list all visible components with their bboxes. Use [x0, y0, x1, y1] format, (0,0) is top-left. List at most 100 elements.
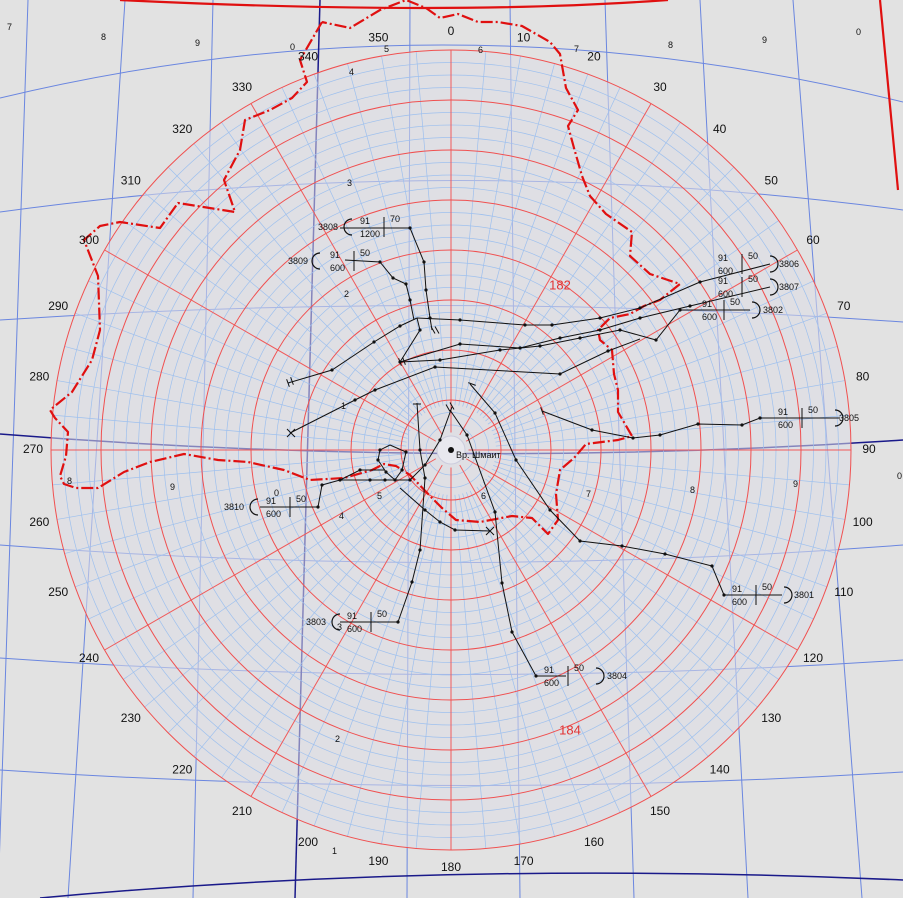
bearing-line-minor [485, 192, 758, 422]
beacon-3802[interactable]: 3802 91 50 600 [702, 297, 783, 322]
grid-label: 8 [101, 32, 106, 42]
grid-label: 1 [332, 846, 337, 856]
route-waypoint [696, 422, 700, 426]
bearing-line-minor [495, 453, 850, 486]
grid-label: 7 [586, 489, 591, 499]
beacon-3803[interactable]: 3803 91 50 600 [306, 609, 387, 634]
bearing-label-110: 110 [834, 585, 853, 599]
beacon-3805[interactable]: 3805 91 50 600 [778, 405, 859, 430]
beacon-altitude: 600 [266, 509, 281, 519]
grid-line-vertical [0, 0, 29, 854]
route-waypoint [423, 476, 427, 480]
bearing-line-minor [482, 166, 735, 419]
bearing-label-30: 30 [653, 80, 667, 94]
route-line [416, 263, 771, 326]
beacon-id: 3804 [607, 671, 627, 681]
bearing-label-80: 80 [856, 370, 870, 384]
bearing-line-minor [491, 468, 814, 620]
bearing-label-220: 220 [172, 762, 192, 776]
range-ring-major [100, 99, 802, 801]
bearing-label-210: 210 [232, 804, 252, 818]
bearing-line-minor [64, 461, 408, 554]
bearing-label-260: 260 [29, 515, 49, 529]
route-line [398, 286, 771, 363]
bearing-label-320: 320 [172, 122, 192, 136]
route-waypoint [590, 428, 594, 432]
beacon-level: 91 [718, 276, 728, 286]
range-ring-major [200, 199, 702, 701]
bearing-label-70: 70 [837, 299, 851, 313]
bearing-line-minor [491, 280, 814, 432]
route-waypoint [404, 450, 408, 454]
grid-label: 0 [856, 27, 861, 37]
bearing-line-major [104, 249, 437, 442]
beacon-id: 3802 [763, 305, 783, 315]
route-waypoint [330, 368, 334, 372]
beacon-level: 91 [266, 496, 276, 506]
bearing-label-190: 190 [368, 854, 388, 868]
route-waypoint [538, 344, 542, 348]
bearing-label-270: 270 [23, 442, 43, 456]
tick-marker [449, 402, 455, 410]
bearing-label-280: 280 [29, 370, 49, 384]
beacon-3808[interactable]: 3808 91 70 1200 [318, 214, 400, 239]
beacon-3804[interactable]: 3804 91 50 600 [544, 663, 627, 688]
beacon-3810[interactable]: 3810 91 50 600 [224, 494, 306, 519]
bearing-line-minor [458, 56, 521, 406]
route-waypoint [422, 260, 426, 264]
bearing-label-230: 230 [121, 711, 141, 725]
route-line [344, 259, 415, 321]
bearing-label-340: 340 [298, 49, 318, 63]
route-waypoint [740, 423, 744, 427]
beacon-3801[interactable]: 3801 91 50 600 [732, 582, 814, 607]
beacon-id: 3803 [306, 617, 326, 627]
route-waypoint [493, 411, 497, 415]
bearing-line-minor [381, 56, 444, 406]
grid-label: 6 [481, 491, 486, 501]
beacon-level: 91 [347, 611, 357, 621]
route-waypoint [534, 674, 538, 678]
beacon-3809[interactable]: 3809 91 50 600 [288, 248, 370, 273]
route-waypoint [500, 581, 504, 585]
route-line [469, 383, 782, 596]
range-marker: 182 [549, 277, 571, 292]
bearing-line-minor [476, 122, 681, 414]
bearing-line-minor [462, 63, 555, 407]
bearing-line-minor [493, 312, 827, 435]
bearing-line-minor [281, 87, 433, 410]
beacon-3806[interactable]: 3806 91 50 600 [718, 251, 799, 276]
boundary-right [878, 0, 900, 191]
bearing-line-minor [415, 494, 448, 849]
radar-center-label: Вр. Шмаит [456, 450, 501, 460]
grid-label: 9 [195, 38, 200, 48]
beacon-level: 91 [360, 216, 370, 226]
grid-parallel-dark [39, 872, 903, 898]
boundary-top [119, 0, 669, 10]
bearing-line-minor [493, 465, 827, 588]
range-ring-major [250, 249, 652, 651]
beacon-3807[interactable]: 3807 91 50 600 [718, 274, 799, 299]
route-waypoint [598, 316, 602, 320]
map-labels: 0 102030405060708090100110120130140150160… [7, 22, 902, 874]
beacon-level: 91 [778, 407, 788, 417]
bearing-line-minor [462, 493, 555, 837]
beacon-speed: 50 [748, 274, 758, 284]
route-waypoint [758, 416, 762, 420]
bearing-line-minor [381, 494, 444, 844]
route-waypoint [493, 510, 497, 514]
bearing-line-minor [487, 475, 779, 680]
grid-label: 8 [67, 476, 72, 486]
route-waypoint [558, 372, 562, 376]
bearing-line-minor [75, 312, 409, 435]
bearing-label-250: 250 [48, 585, 68, 599]
bearing-line-minor [52, 414, 407, 447]
route-waypoint [393, 478, 397, 482]
route-waypoint [618, 328, 622, 332]
route-waypoint [638, 306, 642, 310]
bearing-line-minor [487, 220, 779, 425]
grid-label: 1 [341, 401, 346, 411]
route-waypoint [358, 468, 362, 472]
bearing-label-130: 130 [761, 711, 781, 725]
bearing-line-minor [482, 481, 735, 734]
